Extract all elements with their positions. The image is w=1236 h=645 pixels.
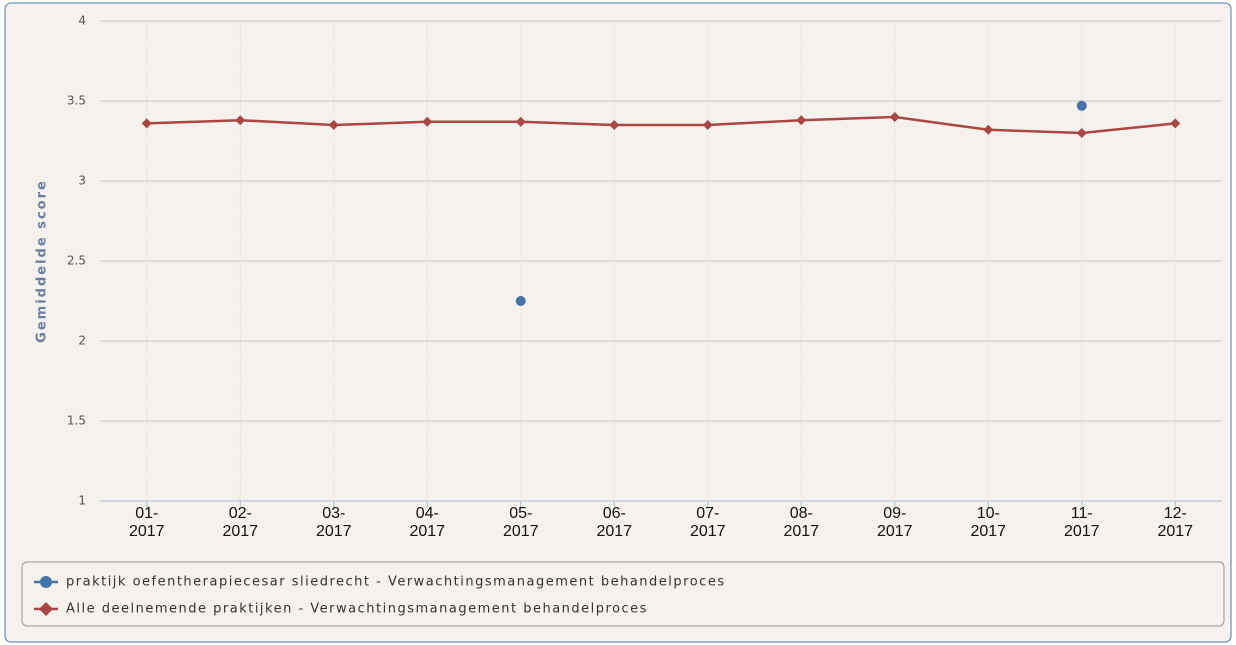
marker [235, 115, 246, 126]
legend-label: Alle deelnemende praktijken - Verwachtin… [66, 602, 648, 617]
marker [1076, 128, 1087, 138]
legend-label: praktijk oefentherapiecesar sliedrecht -… [66, 575, 726, 590]
chart-background [4, 2, 1232, 643]
y-tick-label: 4 [78, 14, 86, 28]
marker [40, 576, 52, 588]
y-axis-title: Gemiddelde score [35, 179, 50, 343]
marker [39, 602, 53, 616]
marker [796, 115, 807, 126]
x-tick-label: 02-2017 [222, 505, 259, 540]
x-tick-label: 06-2017 [596, 505, 633, 540]
y-tick-label: 1.5 [67, 414, 86, 428]
marker [983, 124, 994, 135]
legend-box [21, 561, 1225, 627]
marker [328, 120, 339, 130]
x-tick-label: 07-2017 [689, 505, 726, 540]
marker [889, 112, 900, 122]
x-tick-label: 08-2017 [783, 505, 820, 540]
marker [515, 116, 526, 127]
series-line [146, 115, 1176, 135]
marker [702, 120, 713, 130]
marker [609, 120, 620, 130]
x-tick-label: 05-2017 [502, 505, 539, 540]
y-tick-label: 3.5 [67, 94, 86, 108]
x-tick-label: 09-2017 [876, 505, 913, 540]
marker [515, 296, 526, 306]
x-tick-label: 04-2017 [409, 505, 446, 540]
y-tick-label: 3 [78, 174, 86, 188]
marker [141, 118, 152, 129]
x-tick-label: 11-2017 [1063, 505, 1100, 540]
y-tick-label: 2 [78, 334, 86, 348]
x-tick-label: 12-2017 [1157, 505, 1194, 540]
marker [1076, 100, 1087, 111]
x-tick-label: 03-2017 [315, 505, 352, 540]
x-tick-label: 01-2017 [128, 505, 165, 540]
marker [1170, 118, 1181, 129]
y-tick-label: 2.5 [67, 254, 86, 268]
marker [422, 116, 433, 127]
x-tick-label: 10-2017 [970, 505, 1007, 540]
y-tick-label: 1 [78, 494, 86, 508]
